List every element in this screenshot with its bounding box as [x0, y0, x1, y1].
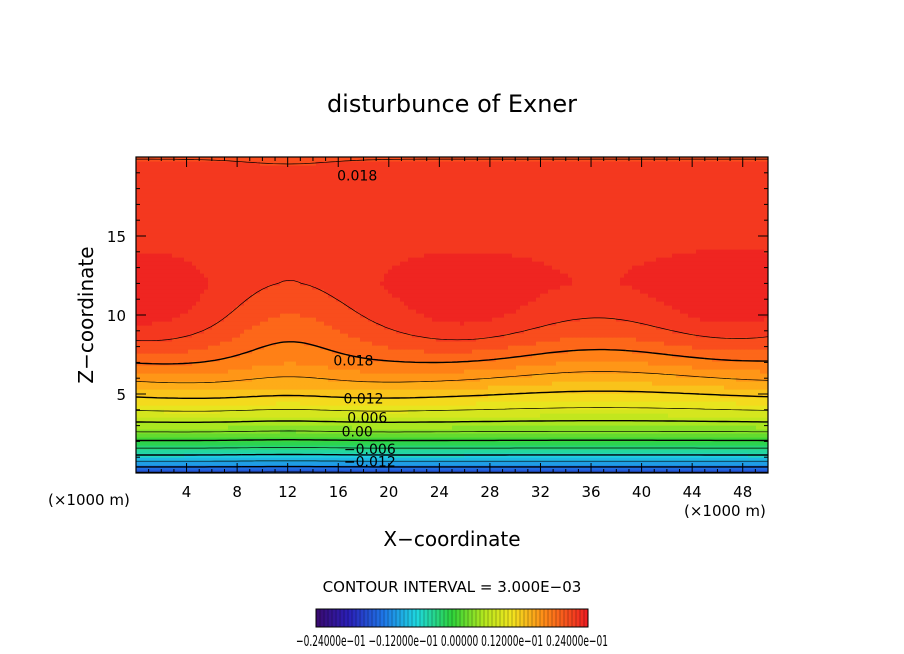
x-tick-label: 16: [329, 483, 348, 501]
x-tick-label: 32: [531, 483, 550, 501]
contour-line: [136, 420, 768, 423]
colorbar-ticks: [319, 609, 585, 627]
contour-label: 0.018: [333, 354, 373, 370]
x-tick-label: 12: [278, 483, 297, 501]
chart-title: disturbunce of Exner: [327, 90, 577, 118]
y-tick-label: 10: [107, 307, 126, 325]
x-tick-label: 4: [182, 483, 192, 501]
contour-label: 0.00: [342, 425, 373, 441]
x-tick-label: 36: [581, 483, 600, 501]
x-tick-labels: 4 8 12 16 20 24 28 32 36 40 44 48: [182, 483, 752, 501]
contour-line: [136, 439, 768, 442]
x-tick-label: 44: [683, 483, 702, 501]
contour-field: [136, 157, 768, 473]
contour-line: [136, 390, 768, 399]
x-unit-right: (×1000 m): [684, 502, 766, 520]
contour-line: [136, 453, 768, 456]
x-tick-label: 48: [733, 483, 752, 501]
contour-line: [136, 407, 768, 412]
contour-label: −0.012: [344, 455, 396, 471]
x-tick-label: 28: [480, 483, 499, 501]
x-axis-label: X−coordinate: [383, 527, 520, 551]
contour-interval: CONTOUR INTERVAL = 3.000E−03: [323, 578, 582, 596]
y-tick-label: 15: [107, 228, 126, 246]
x-tick-label: 40: [632, 483, 651, 501]
contour-label: −0.006: [344, 442, 396, 458]
contour-label: 0.012: [343, 391, 383, 407]
x-tick-label: 20: [379, 483, 398, 501]
contour-line: [136, 430, 768, 433]
x-unit-left: (×1000 m): [48, 491, 130, 509]
y-tick-label: 5: [116, 386, 126, 404]
contour-label: 0.018: [337, 169, 377, 185]
y-tick-labels: 5 10 15: [107, 228, 126, 404]
contour-lines: [136, 158, 768, 473]
contour-line: [136, 371, 768, 384]
x-tick-label: 8: [232, 483, 242, 501]
x-tick-label: 24: [430, 483, 449, 501]
contour-line: [136, 447, 768, 449]
y-axis-label: Z−coordinate: [74, 246, 98, 383]
colorbar-labels: −0.24000e−01 −0.12000e−01 0.00000 0.1200…: [296, 632, 608, 650]
axis-ticks: [136, 157, 768, 473]
contour-line: [136, 158, 768, 342]
contour-line: [136, 341, 768, 365]
contour-label: 0.006: [347, 410, 387, 426]
